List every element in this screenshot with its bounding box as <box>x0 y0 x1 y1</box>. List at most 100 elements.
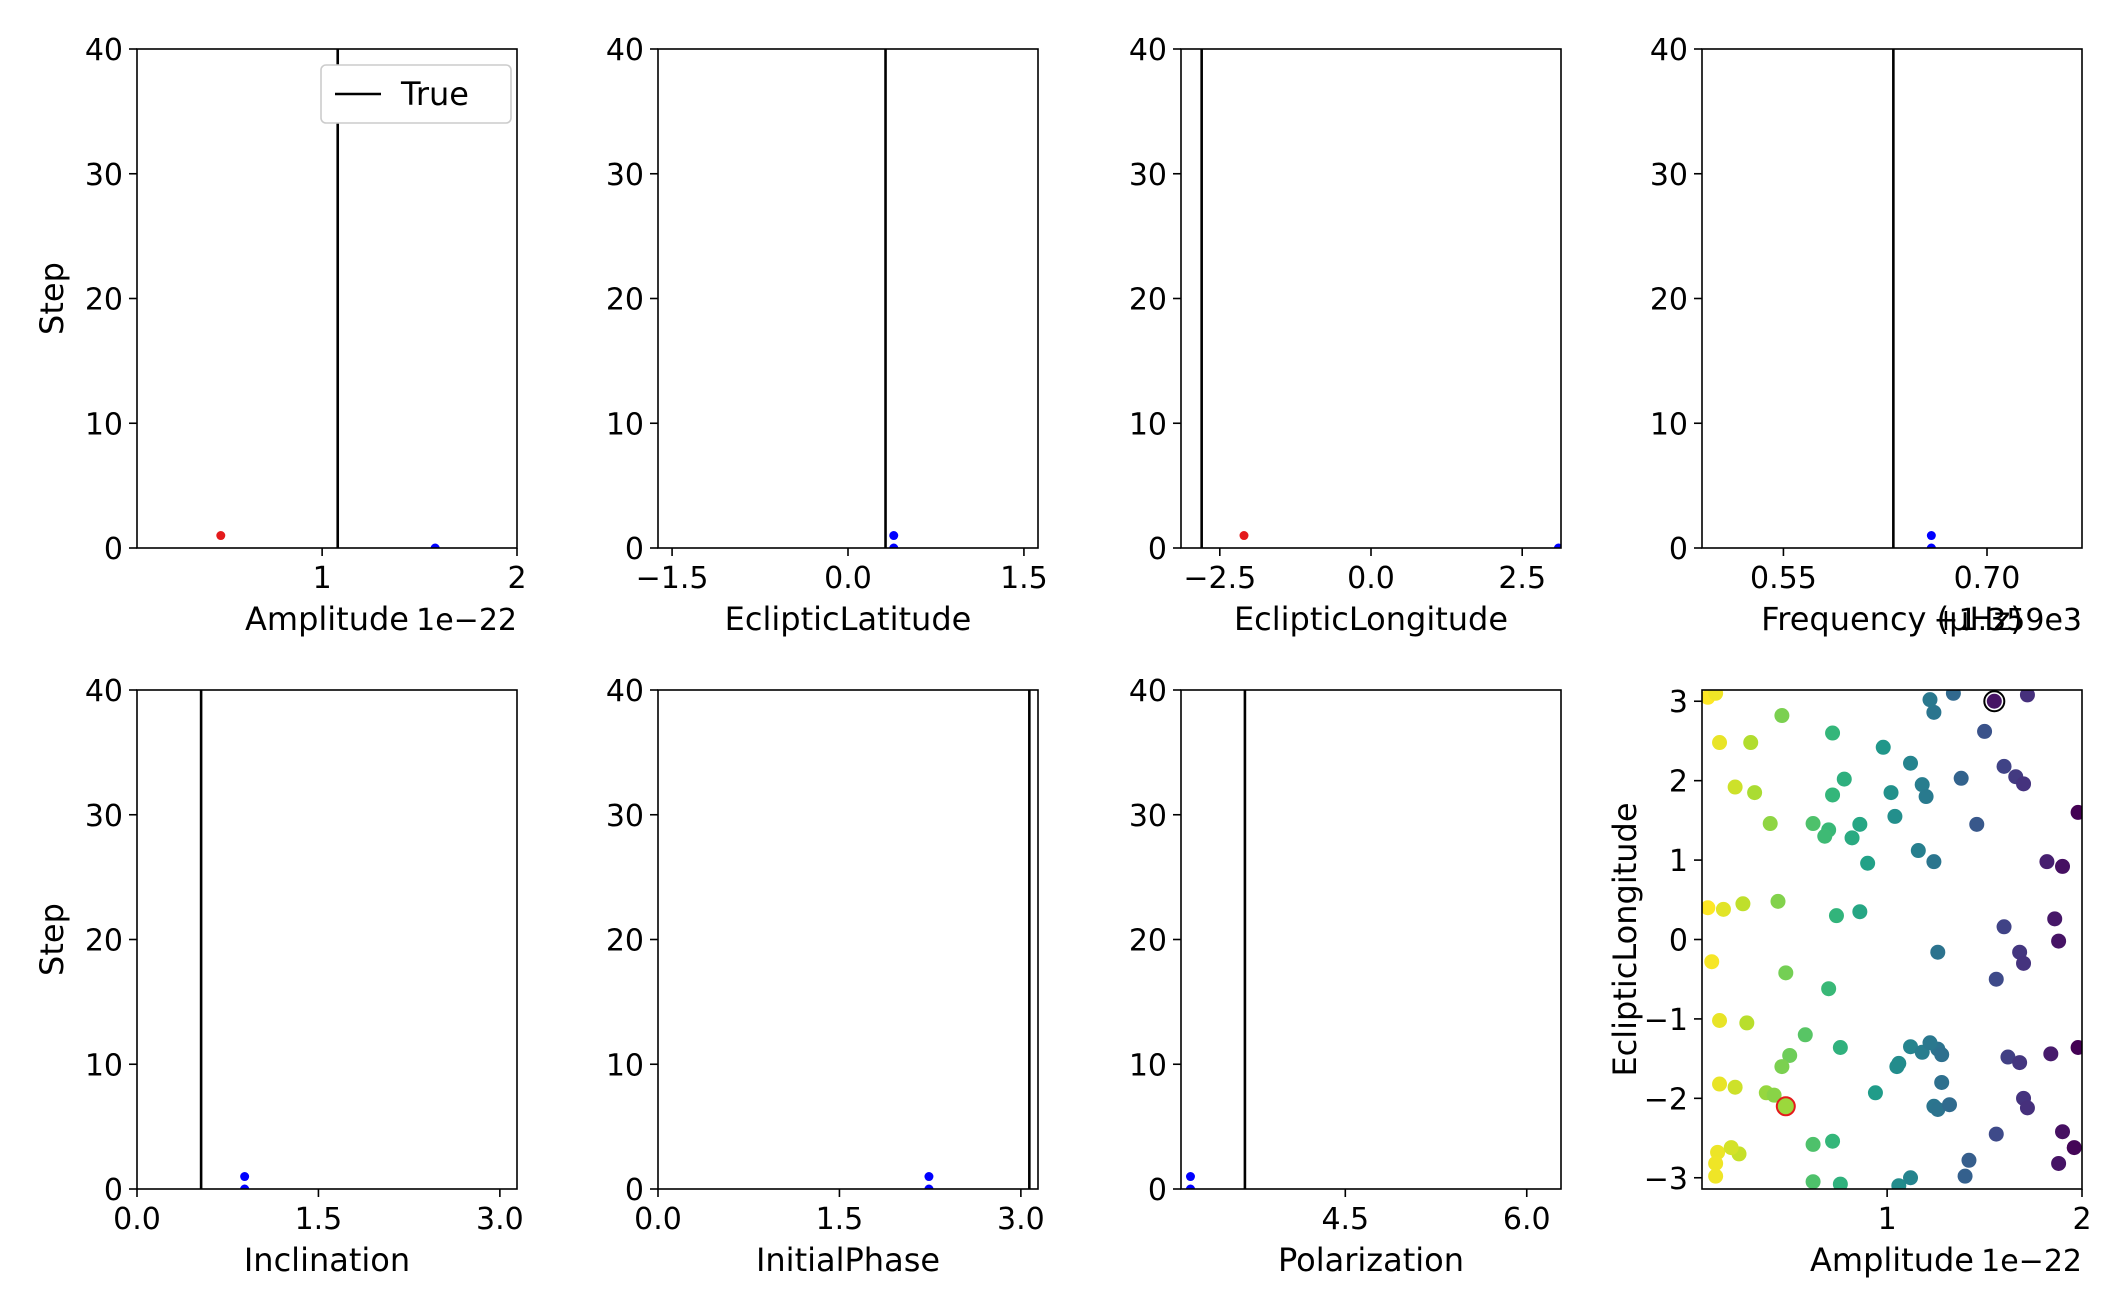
x-tick-label: 1.5 <box>816 1202 864 1237</box>
scatter-point <box>1805 1136 1821 1152</box>
scatter-point <box>1712 1076 1728 1092</box>
x-tick-label: 2 <box>507 561 526 596</box>
y-tick-label: 0 <box>1148 532 1167 567</box>
scatter-point <box>2066 1140 2082 1156</box>
sample-point-current <box>1185 1184 1195 1189</box>
scatter-point <box>1712 735 1728 751</box>
x-tick-label: 1.5 <box>1000 561 1048 596</box>
scatter-point <box>1961 1152 1977 1168</box>
scatter-point <box>1941 1097 1957 1113</box>
y-tick-label: 30 <box>1129 158 1167 193</box>
plot-area <box>1200 49 1561 548</box>
scatter-point <box>1774 1059 1790 1075</box>
legend-label: True <box>400 75 469 113</box>
x-tick-label: 4.5 <box>1321 1202 1369 1237</box>
x-tick-label: 2.5 <box>1498 561 1546 596</box>
plot-area <box>884 49 899 548</box>
x-offset-text: +1.359e3 <box>1933 603 2082 638</box>
x-axis-label: Frequency (μHz) <box>1761 600 2023 638</box>
scatter-point <box>1887 808 1903 824</box>
subplot-amp-vs-lon: 1 2 −3 −2 −1 0 1 2 3 Amplitude 1e−22 EclipticLongit… <box>1606 685 2092 1279</box>
scatter-point <box>2051 1155 2067 1171</box>
y-tick-label: 20 <box>1129 283 1167 318</box>
scatter-point <box>1832 1040 1848 1056</box>
x-tick-label: 0.55 <box>1750 561 1817 596</box>
y-tick-label: 20 <box>85 924 123 959</box>
scatter-point <box>1727 1079 1743 1095</box>
scatter-point <box>1825 1133 1841 1149</box>
sample-point-current <box>889 543 899 548</box>
scatter-point <box>1715 901 1731 917</box>
x-axis-label: Inclination <box>244 1241 410 1279</box>
scatter-point <box>1739 1015 1755 1031</box>
scatter-point <box>1996 758 2012 774</box>
scatter-point <box>1770 893 1786 909</box>
y-tick-label: 40 <box>1650 33 1688 68</box>
sample-point-current <box>1926 543 1936 548</box>
y-tick-label: −3 <box>1644 1162 1688 1197</box>
scatter-point <box>1710 1144 1726 1160</box>
y-tick-label: 30 <box>606 799 644 834</box>
y-tick-label: 0 <box>1669 532 1688 567</box>
scatter-point <box>1996 919 2012 935</box>
y-tick-label: 30 <box>1650 158 1688 193</box>
scatter-point <box>1926 704 1942 720</box>
x-axis-label: EclipticLatitude <box>725 600 972 638</box>
sample-point-current <box>240 1184 250 1189</box>
scatter-point <box>1867 1085 1883 1101</box>
scatter-point <box>2039 854 2055 870</box>
plot-area <box>924 690 1031 1189</box>
sample-point-current <box>924 1172 934 1182</box>
scatter-point <box>2055 1124 2071 1140</box>
scatter-point <box>1852 816 1868 832</box>
scatter-point <box>1914 777 1930 793</box>
x-axis-label: InitialPhase <box>756 1241 940 1279</box>
sample-point-previous <box>216 531 226 541</box>
scatter-point <box>1852 904 1868 920</box>
scatter-point <box>1945 690 1961 701</box>
scatter-point <box>1762 816 1778 832</box>
scatter-point <box>1817 828 1833 844</box>
x-offset-text: 1e−22 <box>416 603 517 638</box>
y-tick-label: 40 <box>85 674 123 709</box>
scatter-point <box>1782 1047 1798 1063</box>
sample-point-current <box>924 1184 934 1189</box>
x-tick-label: −2.5 <box>1183 561 1256 596</box>
x-tick-label: 0.70 <box>1954 561 2021 596</box>
y-tick-label: 30 <box>1129 799 1167 834</box>
x-tick-label: 3.0 <box>476 1202 524 1237</box>
sample-point-current <box>1926 531 1936 541</box>
scatter-point <box>2055 858 2071 874</box>
y-tick-label: 10 <box>1129 1048 1167 1083</box>
y-tick-label: 40 <box>1129 674 1167 709</box>
scatter-point <box>1903 1170 1919 1186</box>
scatter-point <box>1953 770 1969 786</box>
scatter-point <box>1844 830 1860 846</box>
scatter-point <box>1891 1178 1907 1189</box>
plot-area <box>1702 690 2082 1189</box>
x-tick-label: 6.0 <box>1503 1202 1551 1237</box>
y-tick-label: 30 <box>85 799 123 834</box>
x-tick-label: 0.0 <box>634 1202 682 1237</box>
scatter-point <box>1766 1087 1782 1103</box>
scatter-point <box>2070 1040 2082 1056</box>
y-tick-label: 20 <box>1650 283 1688 318</box>
y-tick-label: 20 <box>85 283 123 318</box>
subplot-inclination: 0.0 1.5 3.0 0 10 20 30 40 Inclination Step <box>33 674 524 1279</box>
y-tick-label: 1 <box>1669 844 1688 879</box>
scatter-point <box>1797 1027 1813 1043</box>
plot-area <box>216 49 440 548</box>
x-tick-label: 0.0 <box>1347 561 1395 596</box>
scatter-point <box>2000 1049 2016 1065</box>
scatter-point <box>1957 1168 1973 1184</box>
x-axis-label: Amplitude <box>245 600 409 638</box>
subplot-ecliptic-longitude: −2.5 0.0 2.5 0 10 20 30 40 EclipticLongitude <box>1129 33 1562 638</box>
scatter-point <box>2051 933 2067 949</box>
y-tick-label: 0 <box>1669 924 1688 959</box>
scatter-point <box>2019 1100 2035 1116</box>
legend-box <box>320 64 512 124</box>
scatter-point <box>1708 1155 1724 1171</box>
